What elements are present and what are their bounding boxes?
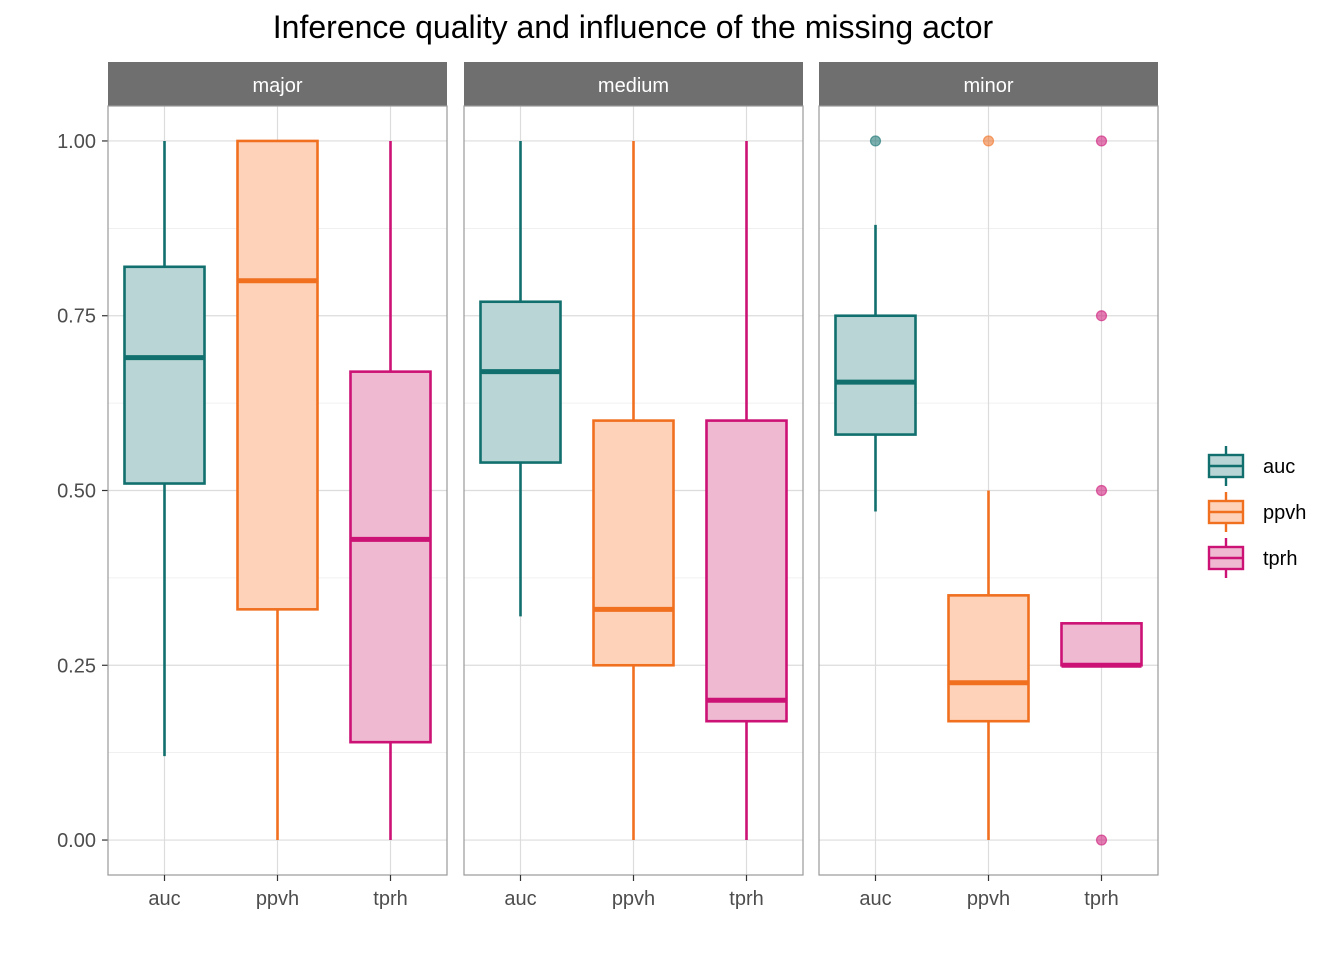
facet-panel-major: major auc ppvh tprh xyxy=(107,62,448,910)
y-tick-label: 0.25 xyxy=(57,655,96,677)
x-tick-label: tprh xyxy=(729,888,763,910)
facet-panel-medium: medium auc ppvh tprh xyxy=(463,62,804,910)
box-body xyxy=(947,594,1030,723)
box-major-tprh xyxy=(349,140,432,841)
box-medium-ppvh xyxy=(592,140,675,841)
outlier-point xyxy=(1095,484,1108,497)
box-body xyxy=(592,419,675,667)
facet-strip-label: minor xyxy=(963,75,1013,97)
facet-panel-minor: minor auc ppvh tprh xyxy=(818,62,1159,910)
legend-entry-tprh: tprh xyxy=(1207,538,1297,578)
facet-strip-label: medium xyxy=(598,75,669,97)
box-body xyxy=(349,370,432,744)
facet-strip-label: major xyxy=(252,75,302,97)
facet-strip xyxy=(819,62,1158,106)
box-medium-auc xyxy=(479,140,562,617)
outlier-point xyxy=(869,135,882,147)
box-body xyxy=(1060,622,1143,667)
x-tick-label: auc xyxy=(148,888,180,910)
box-body xyxy=(479,300,562,464)
outlier-point xyxy=(1095,310,1108,322)
x-tick-label: ppvh xyxy=(612,888,655,910)
box-major-auc xyxy=(123,140,206,757)
legend: auc ppvh tprh xyxy=(1207,446,1306,578)
y-tick-label: 0.75 xyxy=(57,306,96,328)
x-tick-label: ppvh xyxy=(967,888,1010,910)
box-minor-tprh xyxy=(1060,135,1143,846)
y-tick-label: 1.00 xyxy=(57,131,96,153)
facet-strip xyxy=(464,62,803,106)
x-tick-label: tprh xyxy=(373,888,407,910)
x-tick-label: ppvh xyxy=(256,888,299,910)
x-tick-label: tprh xyxy=(1084,888,1118,910)
x-tick-label: auc xyxy=(504,888,536,910)
box-body xyxy=(705,419,788,723)
box-body xyxy=(123,265,206,485)
legend-label: ppvh xyxy=(1263,502,1306,524)
box-body xyxy=(236,139,319,611)
outlier-point xyxy=(1095,135,1108,147)
outlier-point xyxy=(982,135,995,147)
legend-label: auc xyxy=(1263,456,1295,478)
box-minor-ppvh xyxy=(947,135,1030,841)
legend-label: tprh xyxy=(1263,548,1297,570)
box-body xyxy=(834,314,917,436)
y-tick-label: 0.00 xyxy=(57,830,96,852)
legend-entry-ppvh: ppvh xyxy=(1207,492,1306,532)
facet-strip xyxy=(108,62,447,106)
outlier-point xyxy=(1095,834,1108,846)
box-major-ppvh xyxy=(236,139,319,841)
y-tick-label: 0.50 xyxy=(57,481,96,503)
x-tick-label: auc xyxy=(859,888,891,910)
box-minor-auc xyxy=(834,135,917,512)
box-medium-tprh xyxy=(705,140,788,841)
chart-title: Inference quality and influence of the m… xyxy=(273,9,994,45)
legend-entry-auc: auc xyxy=(1207,446,1295,486)
